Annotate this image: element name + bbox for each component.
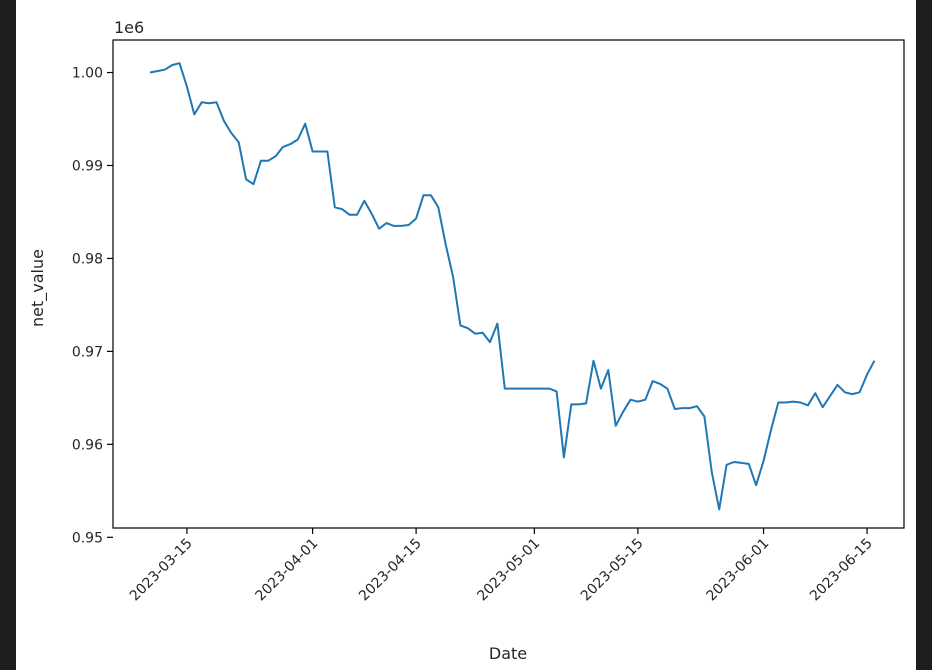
y-tick-label: 0.95	[72, 530, 103, 546]
x-tick-label: 2023-06-01	[704, 536, 773, 605]
line-chart: 0.95 0.96 0.97 0.98 0.99 1.00 2023-03-15 2023-0…	[28, 18, 905, 663]
y-tick-label: 0.99	[72, 158, 103, 174]
y-tick-label: 1.00	[72, 66, 103, 82]
x-axis-label: Date	[489, 644, 527, 663]
y-tick-label: 0.98	[72, 251, 103, 267]
y-scale-offset-label: 1e6	[114, 18, 144, 37]
y-axis-label: net_value	[28, 249, 48, 327]
x-tick-label: 2023-04-01	[253, 536, 322, 605]
x-tick-label: 2023-05-01	[474, 536, 543, 605]
y-tick-label: 0.97	[72, 344, 103, 360]
net-value-series-line	[149, 62, 876, 511]
x-tick-label: 2023-03-15	[127, 536, 196, 605]
x-tick-label: 2023-05-15	[578, 536, 647, 605]
chart-figure: 0.95 0.96 0.97 0.98 0.99 1.00 2023-03-15 2023-0…	[16, 0, 916, 670]
y-tick-label: 0.96	[72, 437, 103, 453]
x-tick-label: 2023-06-15	[807, 536, 876, 605]
plot-frame	[112, 39, 905, 529]
x-tick-label: 2023-04-15	[356, 536, 425, 605]
